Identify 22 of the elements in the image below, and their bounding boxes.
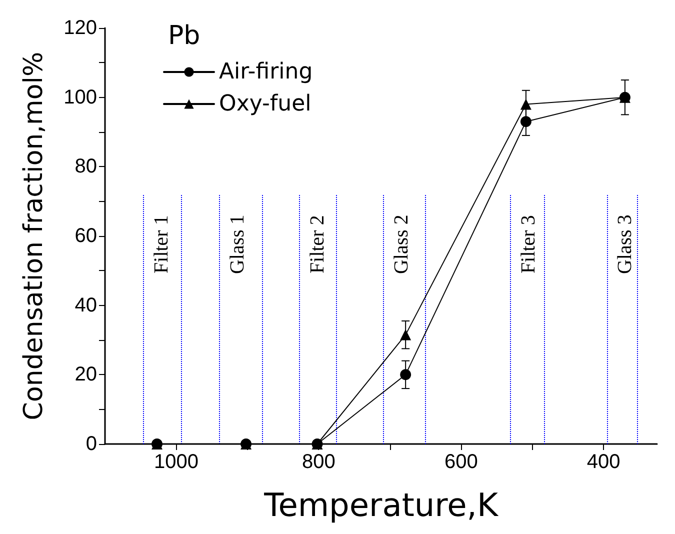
ref-line-label: Filter 1 <box>150 215 172 274</box>
ref-line-label: Filter 2 <box>306 215 328 274</box>
ref-line-label: Filter 3 <box>517 215 540 274</box>
y-tick-label: 100 <box>64 86 97 108</box>
y-tick-label: 40 <box>74 294 97 316</box>
ref-line-label: Glass 1 <box>226 214 249 274</box>
chart-title: Pb <box>168 21 200 51</box>
x-axis-title: Temperature,K <box>263 486 499 524</box>
y-tick-label: 80 <box>74 156 97 178</box>
y-tick-label: 120 <box>64 17 97 39</box>
ref-line-label: Glass 2 <box>390 214 412 274</box>
x-tick-label: 600 <box>444 451 478 473</box>
ref-line-label: Glass 3 <box>614 214 636 274</box>
y-tick-label: 0 <box>86 433 97 455</box>
x-tick-label: 1000 <box>154 451 198 473</box>
y-axis-title: Condensation fraction,mol% <box>19 52 49 420</box>
y-tick-label: 20 <box>74 364 97 386</box>
legend-label: Air-firing <box>219 60 313 84</box>
y-tick-label: 60 <box>74 225 97 247</box>
legend-label: Oxy-fuel <box>219 92 312 116</box>
x-tick-label: 800 <box>302 451 336 473</box>
x-tick-label: 400 <box>586 451 620 473</box>
